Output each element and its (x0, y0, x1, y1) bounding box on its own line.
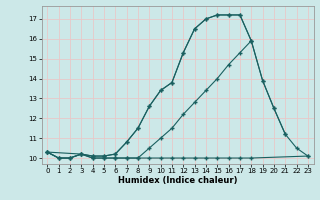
X-axis label: Humidex (Indice chaleur): Humidex (Indice chaleur) (118, 176, 237, 185)
